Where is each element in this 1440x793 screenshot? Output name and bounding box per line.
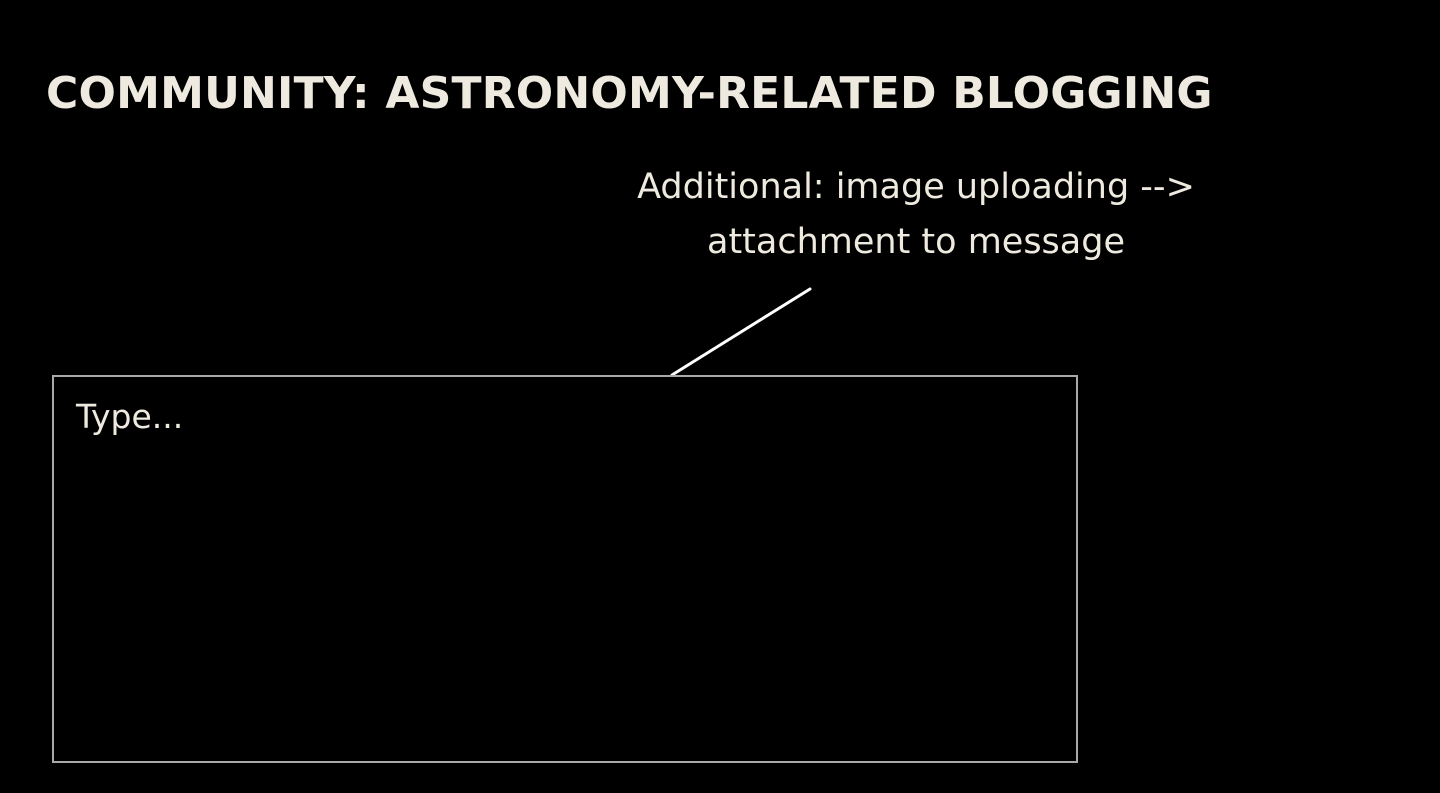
message-input[interactable] [54, 377, 1076, 761]
connector-line [670, 287, 812, 377]
page-title: COMMUNITY: ASTRONOMY-RELATED BLOGGING [46, 68, 1213, 119]
annotation-note: Additional: image uploading --> attachme… [637, 167, 1195, 262]
message-composer[interactable] [52, 375, 1078, 763]
